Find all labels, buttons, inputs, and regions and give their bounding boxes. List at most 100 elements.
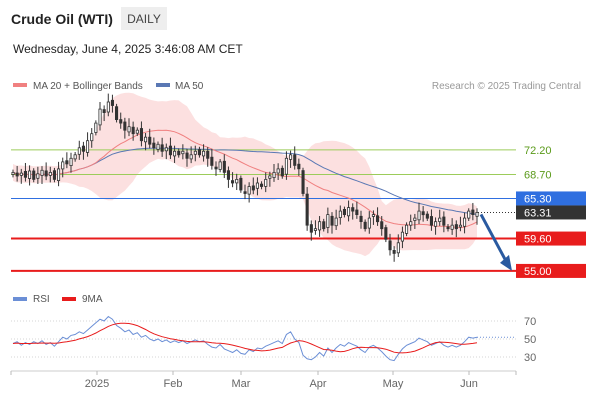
legend-rsi-label: RSI — [33, 294, 50, 305]
candle-body — [185, 152, 189, 159]
candle — [102, 105, 106, 122]
candle — [359, 210, 363, 229]
candle — [450, 218, 454, 235]
candle-body — [11, 171, 15, 175]
candle — [355, 201, 359, 219]
candle — [27, 165, 32, 186]
candle-body — [48, 171, 52, 176]
candle — [255, 177, 259, 196]
candle — [330, 212, 334, 234]
candle-body — [280, 167, 284, 177]
candle-body — [160, 144, 164, 152]
candle-body — [297, 163, 301, 170]
candle — [471, 202, 475, 221]
candle-body — [69, 157, 73, 167]
candle — [313, 220, 317, 235]
candle-body — [284, 157, 288, 175]
candle-body — [222, 160, 226, 173]
x-label-Feb: Feb — [164, 378, 183, 390]
candle-body — [168, 145, 173, 156]
candle-body — [392, 249, 396, 254]
candle — [106, 93, 110, 117]
level-label-55.00: 55.00 — [524, 266, 552, 278]
candle — [429, 209, 433, 231]
candle-body — [243, 191, 247, 194]
candle — [404, 222, 409, 237]
candle — [259, 181, 264, 190]
candle-body — [226, 170, 231, 180]
candle — [235, 173, 239, 190]
rsi-9ma-line — [12, 322, 478, 354]
candle — [36, 166, 40, 184]
candle-body — [400, 231, 404, 242]
candle-body — [177, 150, 181, 156]
candle-body — [52, 170, 56, 180]
candle-body — [330, 215, 334, 226]
candle-body — [404, 224, 409, 234]
candle — [276, 163, 280, 181]
candle — [334, 209, 338, 230]
candle-body — [388, 240, 392, 251]
candle — [61, 157, 65, 178]
candle-body — [288, 154, 293, 160]
x-label-Jun: Jun — [460, 378, 478, 390]
legend-ma50-label: MA 50 — [175, 81, 204, 92]
candle-body — [471, 209, 475, 215]
legend-ma50-swatch — [156, 83, 170, 87]
candle — [264, 172, 268, 193]
candle-body — [305, 193, 309, 226]
rsi-tick-70: 70 — [524, 316, 536, 328]
level-tag-63.31 — [516, 205, 586, 220]
candle — [86, 132, 90, 157]
candle — [388, 233, 392, 256]
candle — [40, 166, 44, 184]
candle-body — [371, 214, 375, 217]
candlesticks — [11, 93, 479, 262]
forecast-arrow-shaft — [479, 213, 509, 264]
candle — [210, 148, 214, 170]
candle-body — [309, 224, 313, 233]
candle — [11, 169, 15, 178]
candle-body — [338, 210, 342, 219]
candle — [247, 182, 251, 203]
candle-body — [384, 227, 388, 240]
candle-body — [251, 185, 255, 191]
legend-9ma-label: 9MA — [82, 294, 103, 305]
candle-body — [197, 149, 202, 156]
candle-body — [334, 217, 338, 227]
candle-body — [417, 210, 421, 221]
candle-body — [218, 161, 222, 170]
period-button[interactable] — [121, 7, 167, 30]
candle-body — [438, 217, 442, 223]
candle-body — [363, 221, 367, 230]
candle-body — [181, 150, 185, 155]
candle — [127, 118, 131, 137]
candle-body — [255, 182, 259, 189]
candle — [438, 209, 442, 226]
candle — [280, 165, 284, 179]
candle-body — [19, 172, 23, 176]
candle — [32, 168, 36, 183]
x-label-Mar: Mar — [232, 378, 251, 390]
candle — [119, 112, 123, 129]
candle — [143, 133, 148, 151]
candle-body — [313, 228, 317, 231]
candle-body — [375, 215, 380, 223]
candle — [214, 161, 218, 176]
level-tag-59.60 — [516, 231, 586, 246]
candle — [396, 234, 400, 257]
candle-body — [139, 128, 144, 142]
x-label-Apr: Apr — [309, 378, 326, 390]
candle-body — [172, 150, 177, 157]
candle-body — [156, 143, 160, 150]
candle-body — [247, 186, 251, 195]
legend-ma20-label: MA 20 + Bollinger Bands — [33, 81, 143, 92]
candle-body — [446, 226, 450, 230]
candle-body — [462, 217, 467, 227]
candle — [23, 162, 27, 182]
candle-body — [32, 170, 36, 180]
candle — [458, 216, 462, 232]
candle-body — [421, 211, 425, 216]
candle — [57, 161, 61, 187]
